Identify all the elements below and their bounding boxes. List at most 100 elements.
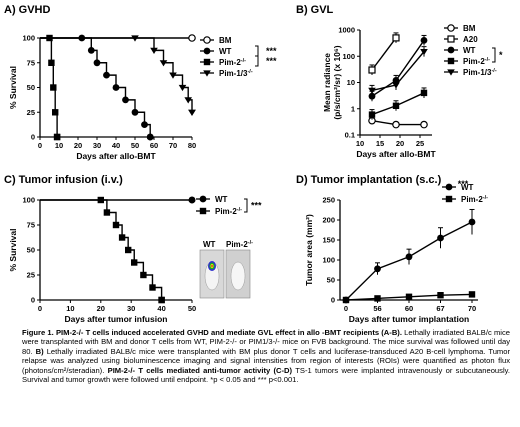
y-tick-label: 75	[27, 58, 35, 67]
legend: BM WT Pim-2-/- Pim-1/3-/-	[200, 36, 253, 78]
data-point	[122, 96, 129, 104]
x-tick-label: 60	[150, 141, 158, 150]
WT: WT	[215, 195, 228, 204]
data-point	[392, 102, 400, 109]
caption-text-2: Lethally irradiated BALB/c mice were tra…	[22, 346, 510, 375]
series-a20	[368, 32, 400, 75]
y-tick-label: 0	[331, 296, 335, 305]
x-tick-label: 0	[38, 141, 42, 150]
caption-text-3: TS-1 tumors were implanted intravenously…	[22, 365, 510, 385]
legend: WT Pim-2-/-	[442, 183, 488, 204]
y-tick-label: 100	[322, 256, 335, 265]
BM: BM	[219, 36, 232, 45]
data-point	[158, 296, 165, 304]
Pim-2-/-: Pim-2-/-	[226, 240, 253, 249]
significance-label: *	[499, 50, 503, 60]
x-tick-label: 50	[188, 304, 196, 313]
legend-marker	[447, 35, 455, 43]
x-tick-label: 15	[376, 139, 384, 148]
x-tick-label: 80	[188, 141, 196, 150]
y-tick-label: 75	[27, 221, 35, 230]
series-wt	[342, 208, 476, 304]
caption-bold-lead: Figure 1. PIM-2-/- T cells induced accel…	[22, 328, 402, 337]
x-tick-label: 10	[66, 304, 74, 313]
data-point	[437, 292, 444, 299]
y-axis-title: Tumor area (mm²)	[304, 214, 314, 286]
data-point	[392, 120, 400, 129]
x-tick-label: 25	[416, 139, 424, 148]
Pim-1/3-/-: Pim-1/3-/-	[219, 69, 253, 78]
x-axis-title: Days after tumor infusion	[65, 314, 168, 324]
x-tick-label: 0	[344, 304, 348, 313]
series-pim-2-	[368, 87, 428, 120]
y-tick-label: 10	[347, 78, 355, 87]
data-point	[118, 234, 126, 241]
x-axis-title: Days after allo-BMT	[356, 149, 436, 159]
data-point	[131, 259, 138, 266]
x-tick-label: 0	[38, 304, 42, 313]
x-tick-label: 30	[127, 304, 135, 313]
series-line	[371, 37, 397, 71]
data-point	[437, 234, 444, 242]
data-point	[420, 37, 428, 44]
y-tick-label: 150	[322, 236, 335, 245]
y-tick-label: 100	[22, 34, 35, 43]
y-tick-label: 25	[27, 271, 35, 280]
Pim-2-/-: Pim-2-/-	[215, 207, 242, 216]
data-point	[420, 89, 428, 97]
A20: A20	[463, 35, 478, 44]
data-point	[405, 253, 413, 261]
Pim-2-/-: Pim-2-/-	[463, 57, 490, 66]
data-point	[468, 291, 476, 298]
WT: WT	[463, 46, 476, 55]
y-tick-label: 25	[27, 108, 35, 117]
y-axis-title: (p/s/cm²/sr) (x 10⁶)	[332, 45, 342, 119]
series-wt	[40, 34, 154, 141]
data-point	[87, 47, 95, 54]
Pim-1/3-/-: Pim-1/3-/-	[463, 68, 497, 77]
x-tick-label: 20	[97, 304, 105, 313]
x-tick-label: 70	[468, 304, 476, 313]
data-point	[468, 218, 476, 226]
data-point	[374, 295, 381, 302]
y-tick-label: 50	[27, 246, 35, 255]
significance-bracket	[255, 45, 259, 57]
data-point	[420, 120, 428, 129]
x-axis-title: Days after allo-BMT	[76, 151, 156, 161]
series-pim-2-	[342, 291, 476, 304]
caption-bold-c: PIM-2-/- T cells mediated anti-tumor act…	[107, 365, 293, 375]
Pim-2-/-: Pim-2-/-	[461, 195, 488, 204]
legend-marker	[203, 58, 211, 66]
data-point	[368, 66, 376, 74]
x-tick-label: 40	[112, 141, 120, 150]
BM: BM	[463, 24, 476, 33]
panel-title: D) Tumor implantation (s.c.)	[296, 174, 442, 186]
legend-marker	[445, 183, 453, 191]
significance-bracket	[255, 55, 259, 67]
panel-title: A) GVHD	[4, 4, 51, 16]
legend-marker	[447, 24, 455, 32]
x-tick-label: 40	[157, 304, 165, 313]
data-point	[149, 284, 156, 291]
data-point	[188, 109, 196, 116]
legend-marker	[199, 195, 207, 203]
legend-marker	[447, 57, 455, 65]
significance-label: ***	[251, 201, 262, 211]
panel-tumor-infusion: C) Tumor infusion (i.v.) 0 25 50 75 100 0 10 20 3…	[4, 174, 262, 324]
caption-bold-b: B)	[35, 346, 44, 356]
data-point	[342, 296, 350, 304]
data-point	[146, 133, 154, 141]
data-point	[392, 34, 400, 42]
series-pim-1-3-	[40, 35, 196, 116]
WT: WT	[219, 47, 232, 56]
series-line	[371, 40, 425, 97]
x-tick-label: 30	[93, 141, 101, 150]
panel-title: B) GVL	[296, 4, 334, 16]
x-tick-label: 50	[131, 141, 139, 150]
x-tick-label: 56	[373, 304, 381, 313]
legend-marker	[199, 207, 207, 215]
y-axis-title: Mean radiance	[322, 53, 332, 112]
WT: WT	[461, 183, 474, 192]
x-tick-label: 10	[55, 141, 63, 150]
data-point	[93, 59, 101, 67]
